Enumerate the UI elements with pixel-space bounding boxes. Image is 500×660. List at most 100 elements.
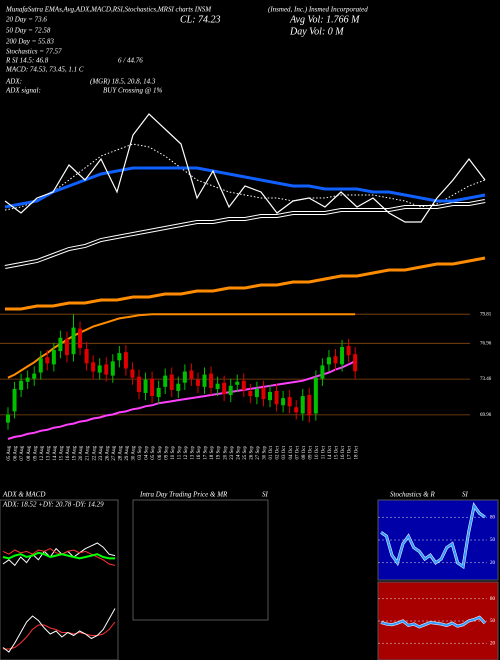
date-label: 14 Oct xyxy=(328,445,333,459)
date-label: 29 Aug xyxy=(125,446,130,461)
date-label: 17 Sep xyxy=(204,446,209,460)
line xyxy=(2,548,116,566)
stoch-panel-title-2: SI xyxy=(462,491,469,499)
candle-body xyxy=(58,337,63,352)
date-label: 11 Sep xyxy=(177,446,182,460)
line xyxy=(4,113,486,223)
adx-panel-frame xyxy=(0,499,119,660)
date-label: 08 Oct xyxy=(302,445,307,459)
date-label: 18 Oct xyxy=(354,445,359,459)
date-label: 11 Oct xyxy=(322,445,327,459)
candle-body xyxy=(189,370,194,379)
adx-label: ADX: xyxy=(5,78,22,86)
candle-body xyxy=(346,345,351,356)
date-label: 06 Aug xyxy=(14,446,19,461)
candle-body xyxy=(97,365,102,373)
candle-body xyxy=(91,362,96,372)
candle-body xyxy=(202,374,207,387)
date-label: 14 Aug xyxy=(53,446,58,461)
date-label: 09 Aug xyxy=(33,446,38,461)
date-label: 06 Sep xyxy=(158,446,163,460)
candle-body xyxy=(320,365,325,379)
date-label: 18 Sep xyxy=(210,446,215,460)
date-label: 03 Oct xyxy=(282,445,287,459)
date-label: 01 Oct xyxy=(269,445,274,459)
candle-body xyxy=(294,407,299,413)
date-label: 26 Aug xyxy=(105,446,110,461)
date-label: 16 Aug xyxy=(66,446,71,461)
date-label: 15 Aug xyxy=(60,446,65,461)
candle-body xyxy=(182,371,187,383)
candle-body xyxy=(78,328,83,349)
signal-label: ADX signal: xyxy=(5,87,41,95)
line xyxy=(2,551,115,560)
candle-body xyxy=(137,376,141,392)
candle-body xyxy=(84,349,89,364)
date-label: 20 Sep xyxy=(223,446,228,460)
candle-body xyxy=(215,383,220,389)
candle-body xyxy=(130,369,135,378)
date-label: 26 Sep xyxy=(249,446,254,460)
y-tick-label: 20 xyxy=(490,641,496,646)
date-label: 25 Sep xyxy=(243,446,248,460)
date-label: 08 Aug xyxy=(27,446,32,461)
line xyxy=(2,542,116,567)
candle-body xyxy=(340,347,345,365)
candle-body xyxy=(143,379,148,393)
line xyxy=(380,616,486,629)
candle-body xyxy=(261,387,266,400)
date-label: 19 Sep xyxy=(217,446,222,460)
date-label: 04 Oct xyxy=(289,445,294,459)
candle-body xyxy=(274,390,279,405)
line xyxy=(380,503,486,569)
date-label: 12 Sep xyxy=(184,446,189,460)
date-label: 20 Aug xyxy=(79,446,84,461)
candle-body xyxy=(38,358,43,373)
candle-body xyxy=(287,397,292,407)
date-label: 23 Aug xyxy=(99,446,104,461)
candle-body xyxy=(195,379,200,386)
candle-body xyxy=(300,396,305,414)
line xyxy=(7,360,356,440)
date-label: 13 Aug xyxy=(46,446,51,461)
date-label: 19 Aug xyxy=(73,446,78,461)
candle-body xyxy=(333,356,338,364)
intraday-frame xyxy=(132,499,269,621)
y-tick-label: 80 xyxy=(490,597,496,602)
ma20: 20 Day = 73.6 xyxy=(6,16,47,24)
candle-body xyxy=(163,375,168,387)
y-tick-label: 80 xyxy=(490,515,496,520)
date-label: 24 Sep xyxy=(236,446,241,460)
candle-body xyxy=(169,374,174,390)
candle-body xyxy=(281,398,286,406)
candle-body xyxy=(326,357,331,365)
date-label: 10 Sep xyxy=(171,446,176,460)
candle-body xyxy=(150,378,155,397)
candle-body xyxy=(45,357,50,364)
candle-body xyxy=(104,364,109,375)
date-label: 12 Aug xyxy=(40,446,45,461)
date-label: 30 Aug xyxy=(132,446,137,461)
candle-body xyxy=(156,387,161,398)
adx-panel-text: ADX: 18.52 +DY: 20.78 -DY: 14.29 xyxy=(2,501,104,509)
candle-body xyxy=(313,377,318,414)
candle-body xyxy=(254,388,259,398)
candle-body xyxy=(25,377,30,382)
line xyxy=(4,200,486,268)
y-tick-label: 20 xyxy=(490,561,496,566)
date-label: 16 Sep xyxy=(197,446,202,460)
ma200: 200 Day = 55.83 xyxy=(6,38,54,46)
candle-body xyxy=(6,414,10,423)
date-label: 30 Sep xyxy=(263,446,268,460)
date-label: 27 Sep xyxy=(256,446,261,460)
candle-body xyxy=(51,350,56,365)
ma50: 50 Day = 72.58 xyxy=(6,27,51,35)
price-label: 76.96 xyxy=(480,341,492,346)
price-label: 79.81 xyxy=(480,312,492,317)
candle-body xyxy=(176,383,181,391)
date-label: 02 Oct xyxy=(276,445,281,459)
candle-body xyxy=(222,382,227,395)
candle-body xyxy=(248,390,253,397)
